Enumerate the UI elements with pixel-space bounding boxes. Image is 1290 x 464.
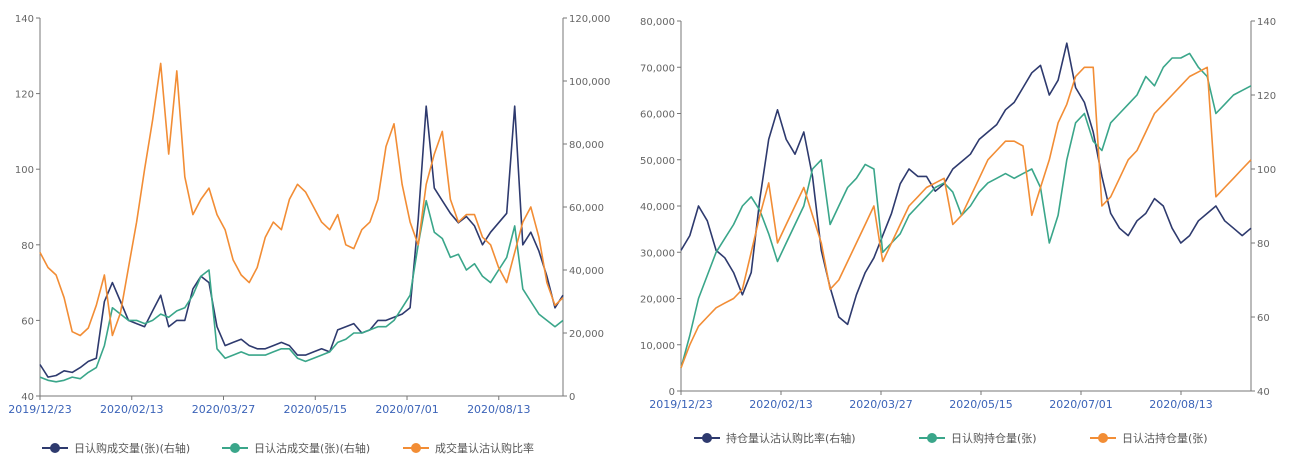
y-tick-label-right: 120 — [1257, 91, 1276, 102]
x-tick-label: 2019/12/23 — [649, 398, 712, 411]
y-tick-label-left: 40,000 — [640, 202, 675, 213]
x-tick-label: 2019/12/23 — [8, 403, 71, 416]
y-tick-label-right: 80 — [1257, 239, 1270, 250]
y-tick-label-left: 120 — [15, 90, 34, 101]
x-tick-label: 2020/07/01 — [1049, 398, 1112, 411]
x-tick-label: 2020/07/01 — [375, 403, 438, 416]
y-tick-label-left: 140 — [15, 14, 34, 25]
x-tick-label: 2020/02/13 — [749, 398, 812, 411]
x-tick-label: 2020/02/13 — [100, 403, 163, 416]
legend-marker[interactable] — [702, 433, 712, 443]
series-line-1 — [39, 105, 564, 378]
y-tick-label-right: 60 — [1257, 313, 1270, 324]
x-tick-label: 2020/03/27 — [192, 403, 255, 416]
y-tick-label-left: 80,000 — [640, 17, 675, 28]
y-tick-label-left: 10,000 — [640, 341, 675, 352]
y-tick-label-right: 40,000 — [569, 266, 604, 277]
y-tick-label-left: 40 — [21, 392, 34, 403]
series-line-3 — [39, 62, 564, 337]
legend-label[interactable]: 日认沽成交量(张)(右轴) — [254, 441, 370, 455]
y-tick-label-right: 100,000 — [569, 77, 610, 88]
series-line-3 — [680, 66, 1252, 369]
y-tick-label-right: 20,000 — [569, 329, 604, 340]
y-tick-label-left: 50,000 — [640, 156, 675, 167]
y-tick-label-left: 60,000 — [640, 110, 675, 121]
y-tick-label-left: 80 — [21, 241, 34, 252]
series-line-2 — [680, 52, 1252, 369]
legend-marker[interactable] — [50, 443, 60, 453]
x-tick-label: 2020/08/13 — [467, 403, 530, 416]
series-line-1 — [680, 42, 1252, 326]
y-tick-label-right: 60,000 — [569, 203, 604, 214]
y-tick-label-right: 0 — [569, 392, 575, 403]
legend-marker[interactable] — [927, 433, 937, 443]
legend-marker[interactable] — [411, 443, 421, 453]
legend-label[interactable]: 日认购持仓量(张) — [951, 431, 1037, 445]
y-tick-label-left: 60 — [21, 316, 34, 327]
legend-marker[interactable] — [1098, 433, 1108, 443]
y-tick-label-left: 30,000 — [640, 248, 675, 259]
legend-label[interactable]: 持仓量认沽认购比率(右轴) — [726, 431, 856, 445]
y-tick-label-left: 0 — [669, 387, 675, 398]
x-tick-label: 2020/08/13 — [1149, 398, 1212, 411]
legend-marker[interactable] — [230, 443, 240, 453]
y-tick-label-right: 120,000 — [569, 14, 610, 25]
y-tick-label-right: 80,000 — [569, 140, 604, 151]
y-tick-label-left: 100 — [15, 165, 34, 176]
y-tick-label-left: 70,000 — [640, 63, 675, 74]
y-tick-label-left: 20,000 — [640, 295, 675, 306]
x-tick-label: 2020/05/15 — [284, 403, 347, 416]
legend-label[interactable]: 成交量认沽认购比率 — [435, 441, 534, 455]
y-tick-label-right: 100 — [1257, 165, 1276, 176]
x-tick-label: 2020/05/15 — [949, 398, 1012, 411]
y-tick-label-right: 140 — [1257, 17, 1276, 28]
series-line-2 — [39, 199, 564, 383]
legend-label[interactable]: 日认沽持仓量(张) — [1122, 431, 1208, 445]
y-tick-label-right: 40 — [1257, 387, 1270, 398]
x-tick-label: 2020/03/27 — [849, 398, 912, 411]
legend-label[interactable]: 日认购成交量(张)(右轴) — [74, 441, 190, 455]
